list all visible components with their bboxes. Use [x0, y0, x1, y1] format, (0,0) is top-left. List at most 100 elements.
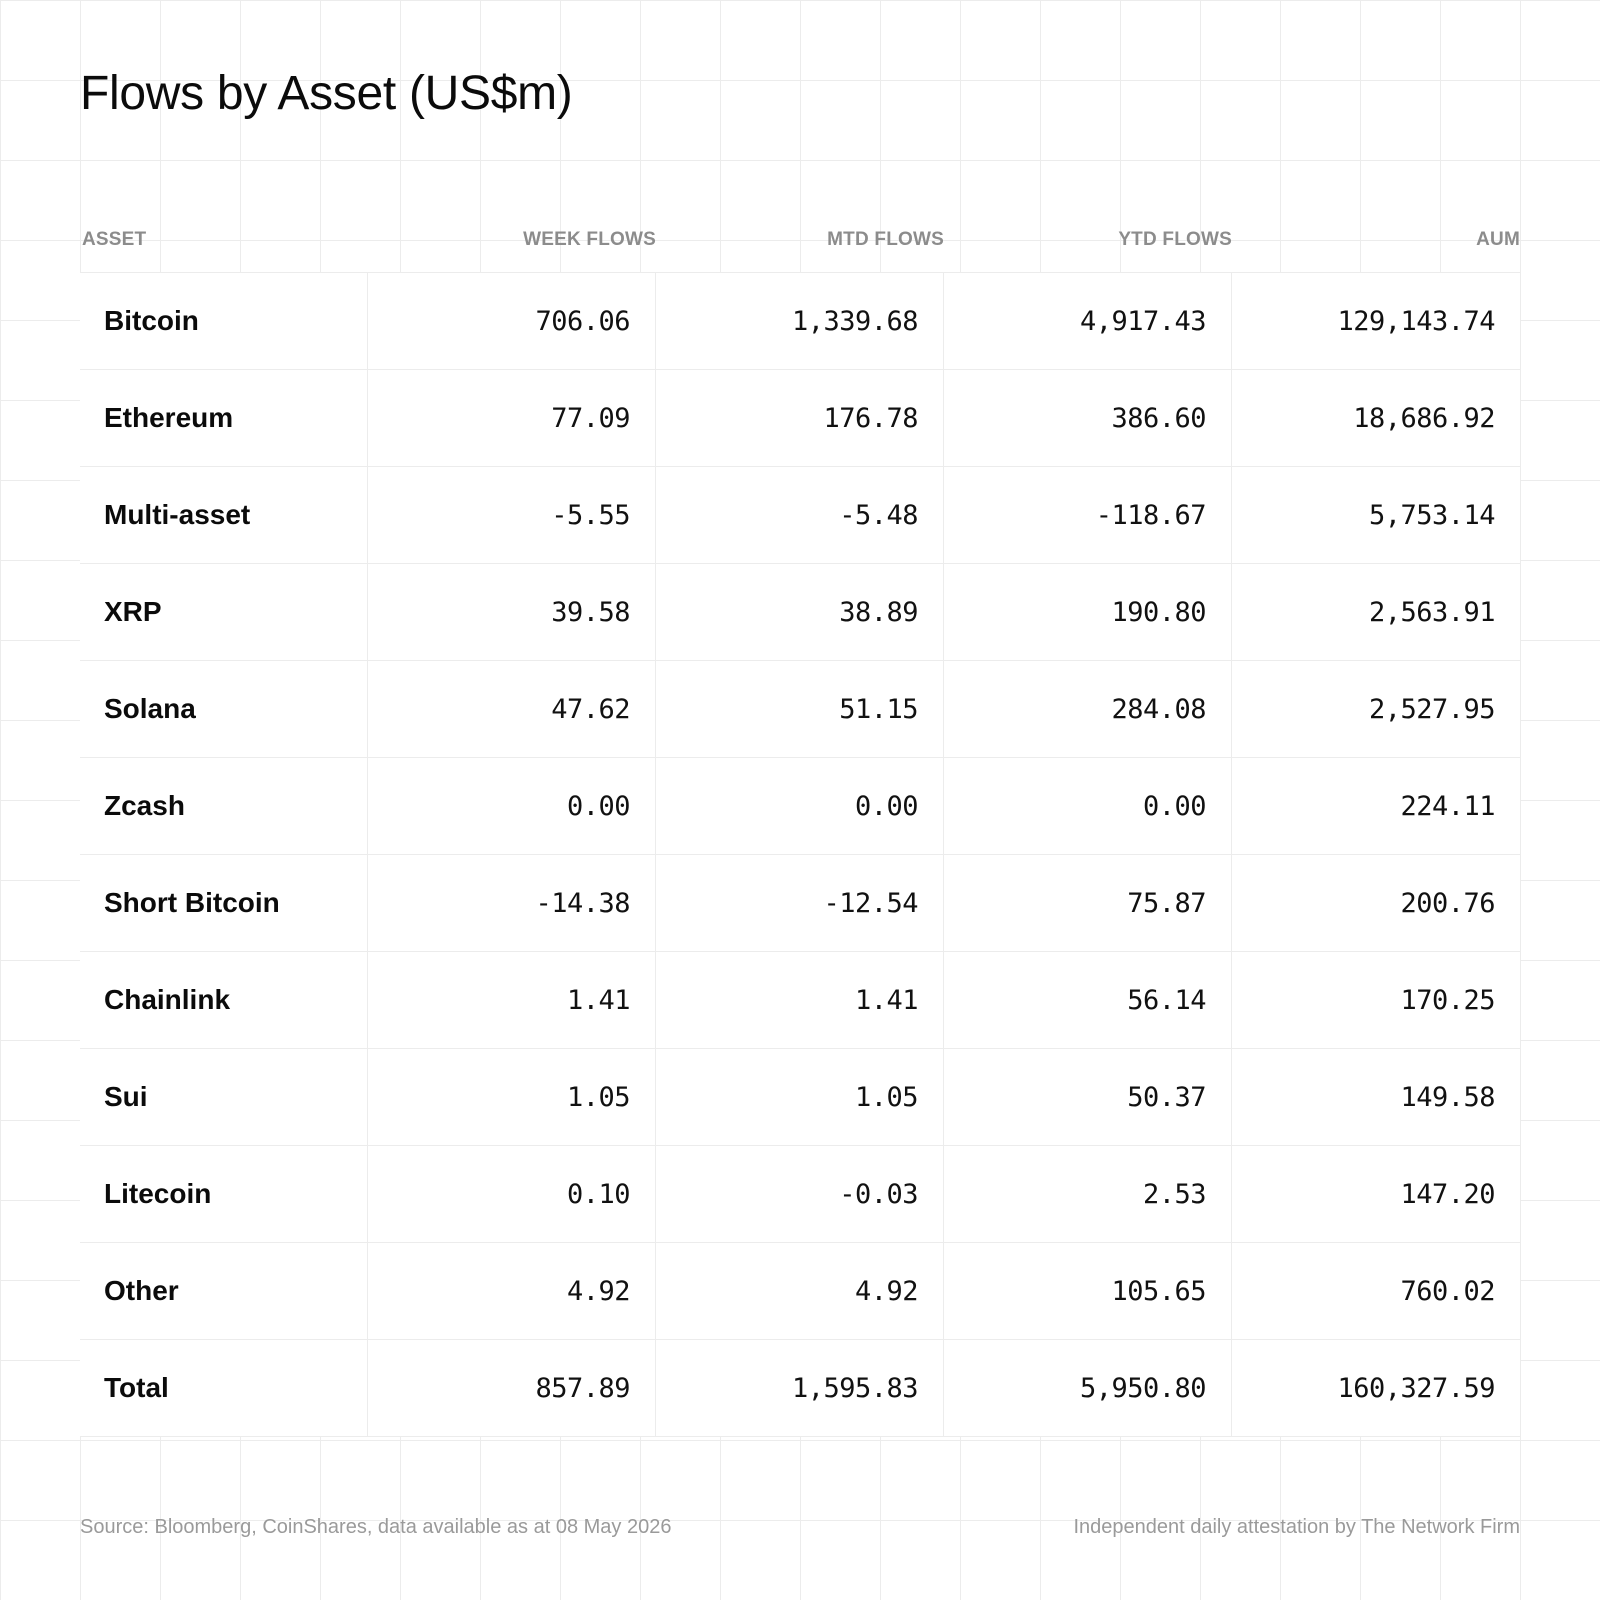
value-text: 0.10: [566, 1178, 631, 1210]
value-text: 284.08: [1111, 693, 1206, 725]
week-flows-cell: 39.58: [368, 564, 656, 660]
value-text: 51.15: [839, 693, 918, 725]
ytd-flows-cell: 50.37: [944, 1049, 1232, 1145]
aum-cell: 160,327.59: [1232, 1340, 1520, 1436]
aum-cell: 147.20: [1232, 1146, 1520, 1242]
asset-cell: Sui: [80, 1049, 368, 1145]
mtd-flows-cell: 1.05: [656, 1049, 944, 1145]
value-text: -5.48: [839, 499, 918, 531]
asset-name: Bitcoin: [104, 305, 199, 336]
ytd-flows-cell: 56.14: [944, 952, 1232, 1048]
ytd-flows-cell: 5,950.80: [944, 1340, 1232, 1436]
mtd-flows-cell: 1.41: [656, 952, 944, 1048]
ytd-flows-cell: 2.53: [944, 1146, 1232, 1242]
value-text: 75.87: [1127, 887, 1206, 919]
value-text: 0.00: [854, 790, 919, 822]
table-row: Multi-asset -5.55 -5.48 -118.67 5,753.14: [80, 467, 1520, 564]
value-text: 760.02: [1400, 1275, 1495, 1307]
value-text: 190.80: [1111, 596, 1206, 628]
ytd-flows-cell: 105.65: [944, 1243, 1232, 1339]
value-text: 1,339.68: [791, 305, 919, 337]
ytd-flows-cell: 4,917.43: [944, 273, 1232, 369]
asset-name: Chainlink: [104, 984, 231, 1015]
mtd-flows-cell: 38.89: [656, 564, 944, 660]
header-mtd-flows: MTD FLOWS: [827, 229, 944, 250]
table-row: Other 4.92 4.92 105.65 760.02: [80, 1243, 1520, 1340]
ytd-flows-cell: 284.08: [944, 661, 1232, 757]
asset-name: Zcash: [104, 790, 185, 821]
table-row: Chainlink 1.41 1.41 56.14 170.25: [80, 952, 1520, 1049]
header-ytd-flows: YTD FLOWS: [1118, 229, 1232, 250]
ytd-flows-cell: 190.80: [944, 564, 1232, 660]
mtd-flows-cell: -12.54: [656, 855, 944, 951]
aum-cell: 170.25: [1232, 952, 1520, 1048]
asset-name: Solana: [104, 693, 196, 724]
attestation-note: Independent daily attestation by The Net…: [1073, 1516, 1520, 1538]
value-text: -12.54: [823, 887, 918, 919]
aum-cell: 760.02: [1232, 1243, 1520, 1339]
ytd-flows-cell: -118.67: [944, 467, 1232, 563]
value-text: 706.06: [535, 305, 630, 337]
value-text: 147.20: [1400, 1178, 1495, 1210]
value-text: 4,917.43: [1079, 305, 1207, 337]
week-flows-cell: 857.89: [368, 1340, 656, 1436]
value-text: -0.03: [839, 1178, 918, 1210]
mtd-flows-cell: -0.03: [656, 1146, 944, 1242]
week-flows-cell: 0.10: [368, 1146, 656, 1242]
header-week-flows: WEEK FLOWS: [523, 229, 656, 250]
value-text: 176.78: [823, 402, 918, 434]
week-flows-cell: -5.55: [368, 467, 656, 563]
value-text: 1.05: [566, 1081, 631, 1113]
ytd-flows-cell: 75.87: [944, 855, 1232, 951]
value-text: 386.60: [1111, 402, 1206, 434]
value-text: 50.37: [1127, 1081, 1206, 1113]
value-text: -5.55: [551, 499, 630, 531]
mtd-flows-cell: 1,339.68: [656, 273, 944, 369]
asset-cell: Total: [80, 1340, 368, 1436]
value-text: 4.92: [854, 1275, 919, 1307]
week-flows-cell: 0.00: [368, 758, 656, 854]
value-text: 2,527.95: [1368, 693, 1496, 725]
value-text: -118.67: [1095, 499, 1207, 531]
week-flows-cell: 1.05: [368, 1049, 656, 1145]
total-row: Total 857.89 1,595.83 5,950.80 160,327.59: [80, 1340, 1520, 1437]
mtd-flows-cell: 51.15: [656, 661, 944, 757]
table-row: Bitcoin 706.06 1,339.68 4,917.43 129,143.74: [80, 273, 1520, 370]
flows-table: ASSET WEEK FLOWS MTD FLOWS YTD FLOWS AUM…: [80, 208, 1520, 1437]
table-row: Sui 1.05 1.05 50.37 149.58: [80, 1049, 1520, 1146]
table-body: Bitcoin 706.06 1,339.68 4,917.43 129,143.74 E…: [80, 272, 1520, 1437]
value-text: 1,595.83: [791, 1372, 919, 1404]
header-asset: ASSET: [82, 229, 147, 250]
table-row: Ethereum 77.09 176.78 386.60 18,686.92: [80, 370, 1520, 467]
asset-name: Litecoin: [104, 1178, 212, 1209]
table-row: Litecoin 0.10 -0.03 2.53 147.20: [80, 1146, 1520, 1243]
week-flows-cell: 47.62: [368, 661, 656, 757]
table-header: ASSET WEEK FLOWS MTD FLOWS YTD FLOWS AUM: [80, 208, 1520, 272]
week-flows-cell: 4.92: [368, 1243, 656, 1339]
asset-cell: Litecoin: [80, 1146, 368, 1242]
aum-cell: 129,143.74: [1232, 273, 1520, 369]
value-text: 5,950.80: [1079, 1372, 1207, 1404]
value-text: 47.62: [551, 693, 630, 725]
table-row: XRP 39.58 38.89 190.80 2,563.91: [80, 564, 1520, 661]
mtd-flows-cell: 176.78: [656, 370, 944, 466]
value-text: 1.05: [854, 1081, 919, 1113]
value-text: 129,143.74: [1337, 305, 1495, 337]
ytd-flows-cell: 386.60: [944, 370, 1232, 466]
value-text: 1.41: [566, 984, 631, 1016]
value-text: 0.00: [566, 790, 631, 822]
asset-name: XRP: [104, 596, 162, 627]
mtd-flows-cell: 0.00: [656, 758, 944, 854]
aum-cell: 2,563.91: [1232, 564, 1520, 660]
value-text: 38.89: [839, 596, 918, 628]
aum-cell: 149.58: [1232, 1049, 1520, 1145]
asset-cell: XRP: [80, 564, 368, 660]
value-text: 56.14: [1127, 984, 1206, 1016]
asset-cell: Bitcoin: [80, 273, 368, 369]
week-flows-cell: -14.38: [368, 855, 656, 951]
asset-cell: Multi-asset: [80, 467, 368, 563]
value-text: 170.25: [1400, 984, 1495, 1016]
asset-name: Ethereum: [104, 402, 234, 433]
asset-name: Other: [104, 1275, 179, 1306]
header-aum: AUM: [1476, 229, 1520, 250]
